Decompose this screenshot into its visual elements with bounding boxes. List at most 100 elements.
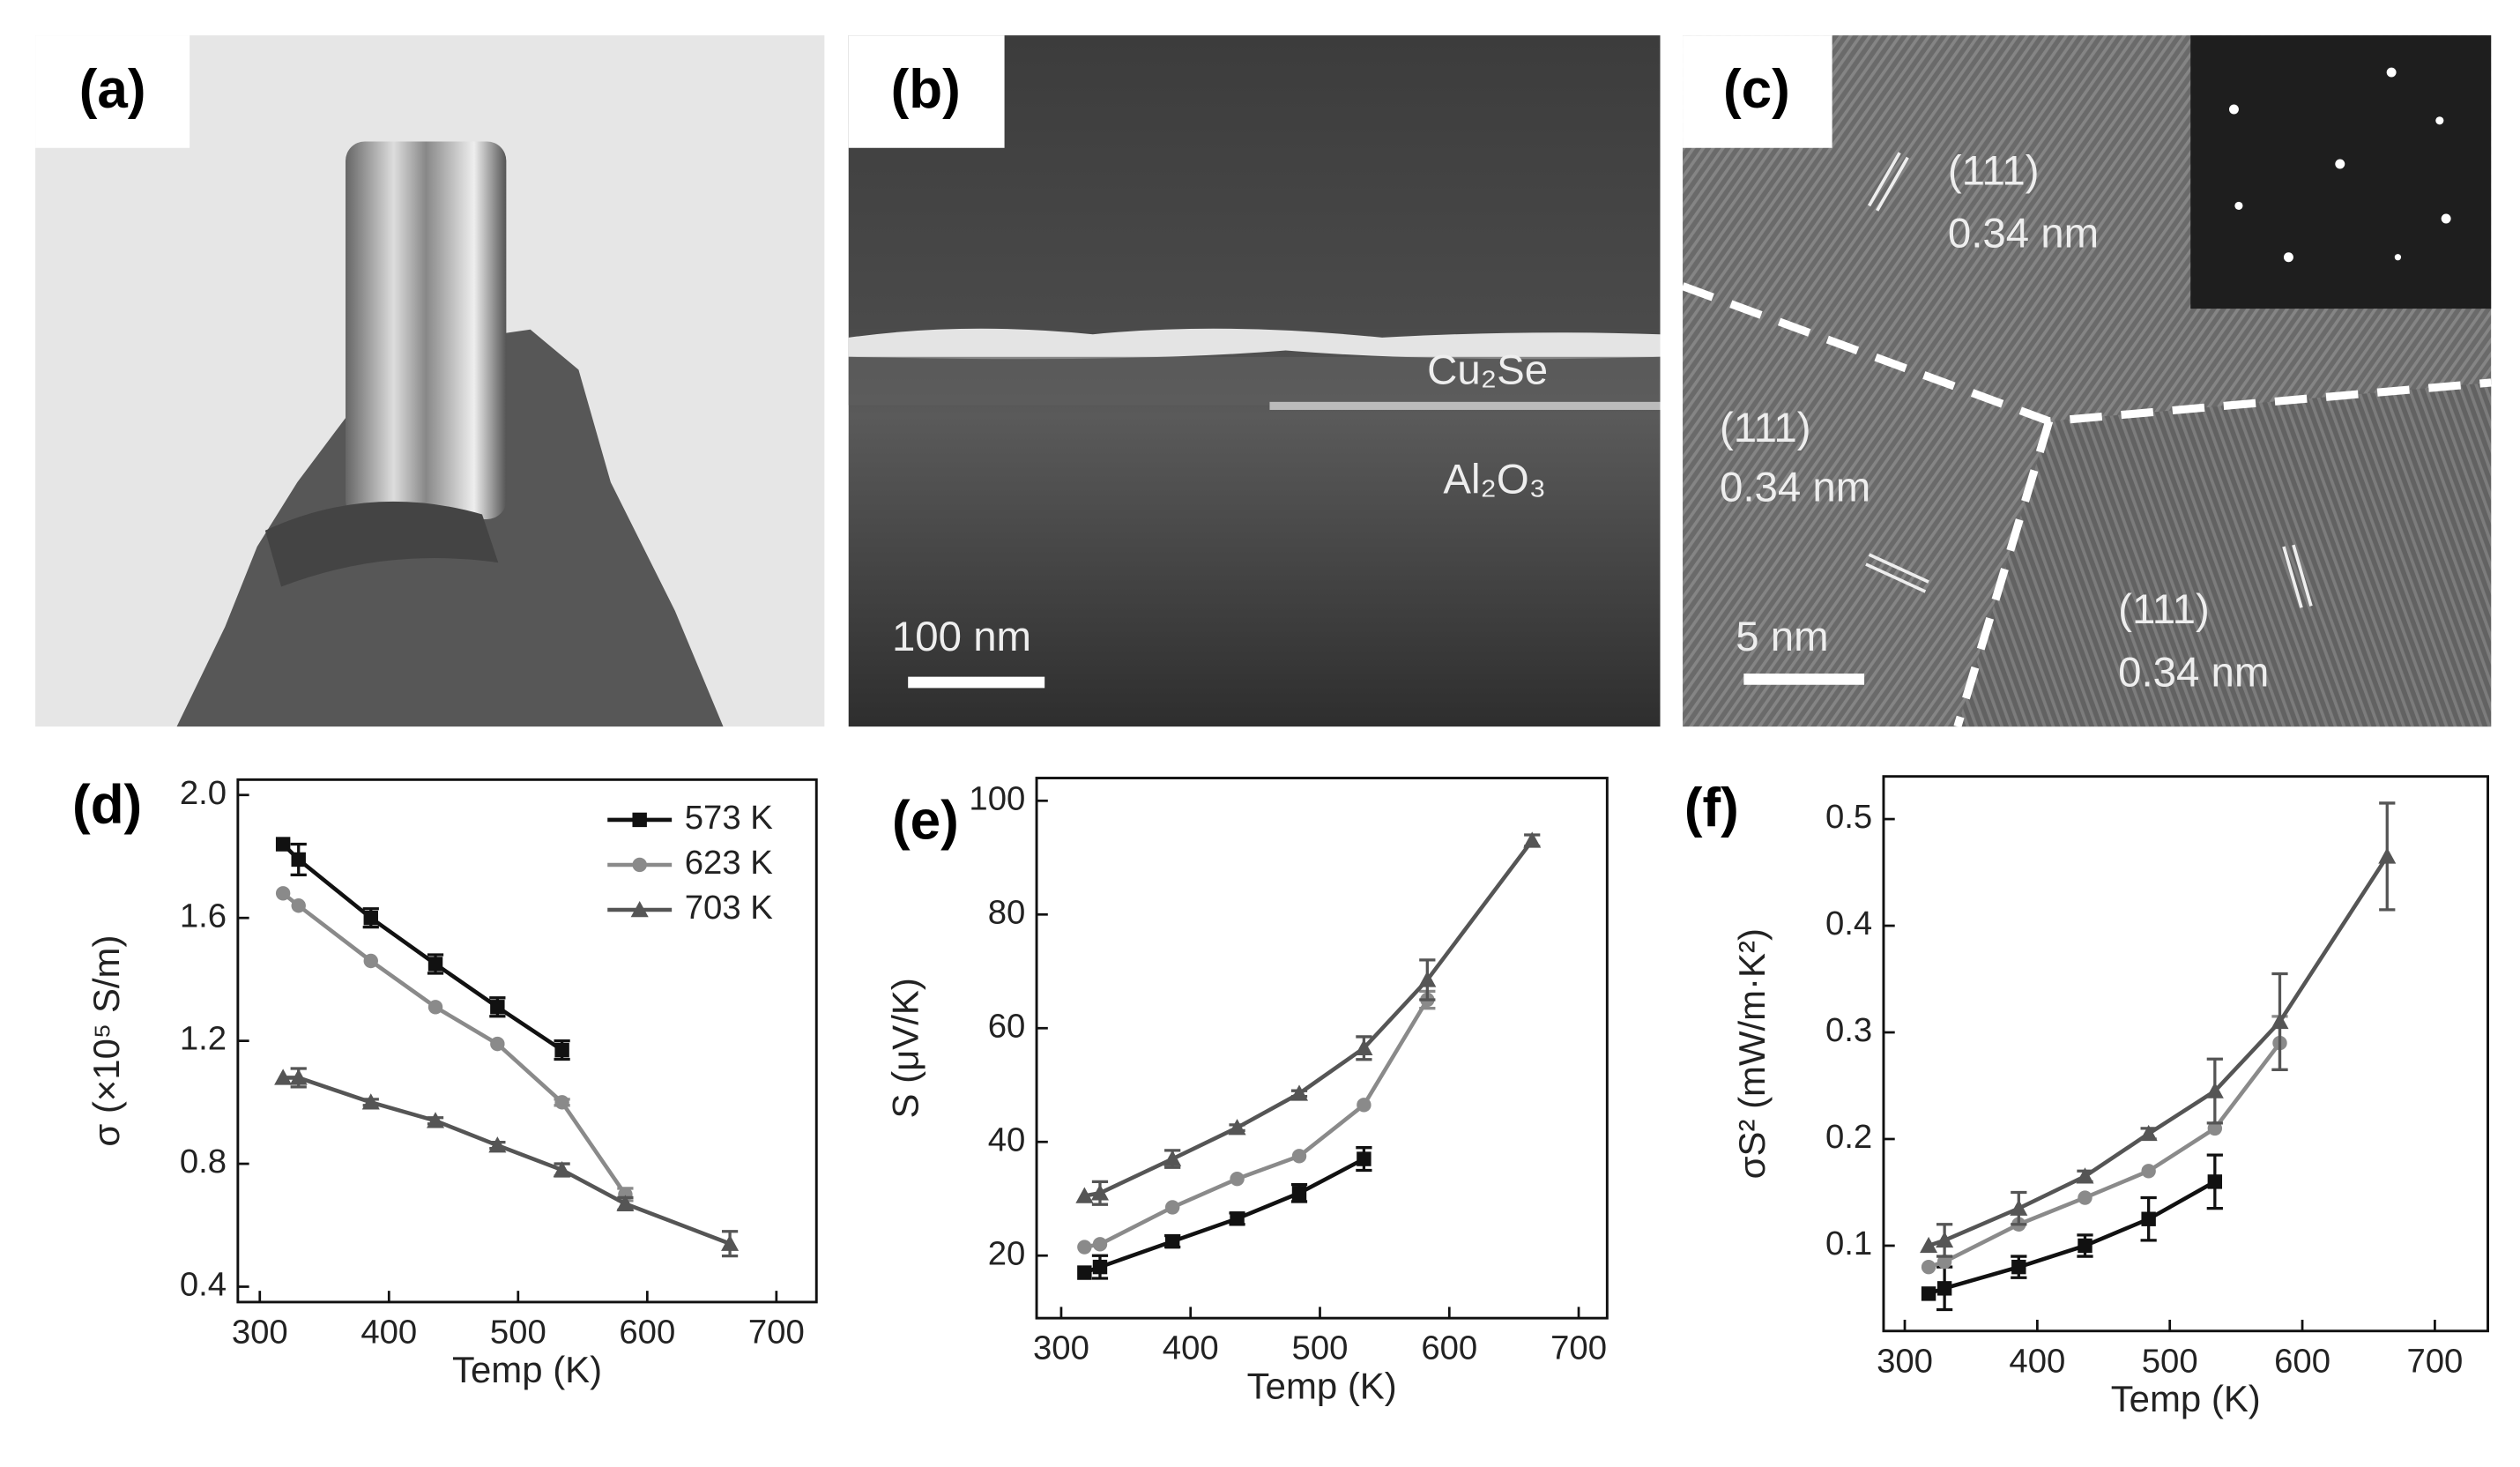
y-tick-label: 0.3 [1825, 1011, 1872, 1049]
x-tick-label: 500 [2142, 1342, 2198, 1380]
scale-label: 100 nm [892, 614, 1031, 660]
marker [632, 857, 647, 873]
marker [2141, 1211, 2156, 1226]
marker [1077, 1265, 1092, 1280]
series-line [1083, 839, 1535, 1198]
x-tick-label: 400 [2009, 1342, 2065, 1380]
y-tick-label: 20 [988, 1234, 1026, 1272]
scale-bar [1743, 673, 1865, 685]
marker [488, 1136, 507, 1153]
marker [2141, 1164, 2156, 1179]
marker [2207, 1121, 2223, 1136]
marker [1092, 1259, 1108, 1275]
spacing-label: 0.34 nm [1720, 465, 1870, 511]
scale-bar [908, 676, 1045, 689]
plane-label: (111) [2118, 586, 2210, 633]
marker [1290, 1084, 1309, 1101]
marker [289, 1069, 308, 1085]
y-tick-label: 0.8 [180, 1143, 227, 1180]
marker [1357, 1151, 1372, 1166]
x-tick-label: 600 [1421, 1329, 1477, 1367]
series-line [1928, 855, 2390, 1248]
marker [554, 1042, 569, 1058]
x-tick-label: 500 [1292, 1329, 1349, 1367]
marker [1092, 1237, 1108, 1252]
marker [1355, 1039, 1373, 1056]
marker [291, 898, 306, 913]
marker [721, 1234, 740, 1251]
y-tick-label: 0.5 [1825, 798, 1872, 836]
marker [1163, 1150, 1182, 1166]
marker [1077, 1240, 1092, 1255]
y-tick-label: 0.4 [1825, 905, 1872, 942]
series-line [281, 891, 628, 1196]
marker [1936, 1281, 1952, 1296]
x-axis-label: Temp (K) [452, 1349, 602, 1390]
x-tick-label: 700 [1550, 1329, 1607, 1367]
x-tick-label: 700 [2406, 1342, 2463, 1380]
y-tick-label: 2.0 [180, 774, 227, 812]
x-tick-label: 300 [232, 1313, 288, 1351]
plot-frame [1035, 777, 1609, 1320]
y-tick-label: 1.2 [180, 1020, 227, 1058]
spacing-label: 0.34 nm [1948, 211, 2099, 257]
panel-label: (d) [72, 775, 142, 836]
series-line [1083, 1157, 1365, 1275]
marker [1921, 1286, 1936, 1301]
y-tick-label: 60 [988, 1007, 1026, 1045]
marker [1291, 1186, 1307, 1201]
y-axis-label: σ (×10⁵ S/m) [85, 935, 127, 1147]
marker [426, 1112, 445, 1128]
marker [632, 812, 647, 828]
series-line [281, 842, 563, 1052]
marker [1921, 1259, 1936, 1275]
marker [275, 886, 291, 901]
marker [1418, 971, 1437, 987]
marker [2076, 1167, 2094, 1184]
x-axis-label: Temp (K) [1247, 1365, 1397, 1406]
marker [275, 837, 291, 852]
marker [2139, 1124, 2158, 1142]
photo-b: (b) Cu₂Se Al₂O₃ 100 nm [848, 35, 1661, 727]
panel-label: (e) [892, 791, 959, 852]
marker [1936, 1254, 1952, 1270]
panel-label: (f) [1684, 778, 1739, 838]
marker [2011, 1259, 2026, 1275]
marker [616, 1195, 635, 1211]
x-tick-label: 400 [1163, 1329, 1219, 1367]
x-tick-label: 500 [490, 1313, 546, 1351]
marker [1230, 1171, 1245, 1187]
marker [1090, 1184, 1110, 1201]
marker [1230, 1211, 1245, 1226]
marker [630, 900, 649, 918]
y-tick-label: 40 [988, 1121, 1026, 1158]
marker [2207, 1174, 2223, 1189]
plane-label: (111) [1720, 405, 1811, 451]
photo-a: (a) [35, 35, 825, 727]
marker [427, 1000, 443, 1015]
x-tick-label: 300 [1033, 1329, 1089, 1367]
marker [1164, 1200, 1180, 1215]
y-axis-label: S (μV/K) [884, 978, 925, 1118]
plot-frame [1882, 775, 2489, 1333]
marker [490, 1000, 505, 1015]
x-axis-label: Temp (K) [2111, 1378, 2261, 1419]
legend-label: 623 K [685, 844, 774, 882]
plane-label: (111) [1948, 147, 2040, 194]
marker [361, 1093, 380, 1110]
y-tick-label: 1.6 [180, 897, 227, 935]
x-tick-label: 400 [361, 1313, 417, 1351]
y-tick-label: 0.4 [180, 1266, 227, 1304]
marker [427, 957, 443, 972]
layer-label: Cu₂Se [1427, 347, 1548, 394]
series-line [1928, 1180, 2216, 1296]
marker [2271, 1012, 2289, 1030]
marker [363, 953, 378, 969]
marker [1228, 1119, 1246, 1136]
marker [553, 1160, 571, 1178]
scale-label: 5 nm [1736, 614, 1828, 660]
marker [1523, 831, 1542, 848]
marker [2205, 1082, 2224, 1098]
